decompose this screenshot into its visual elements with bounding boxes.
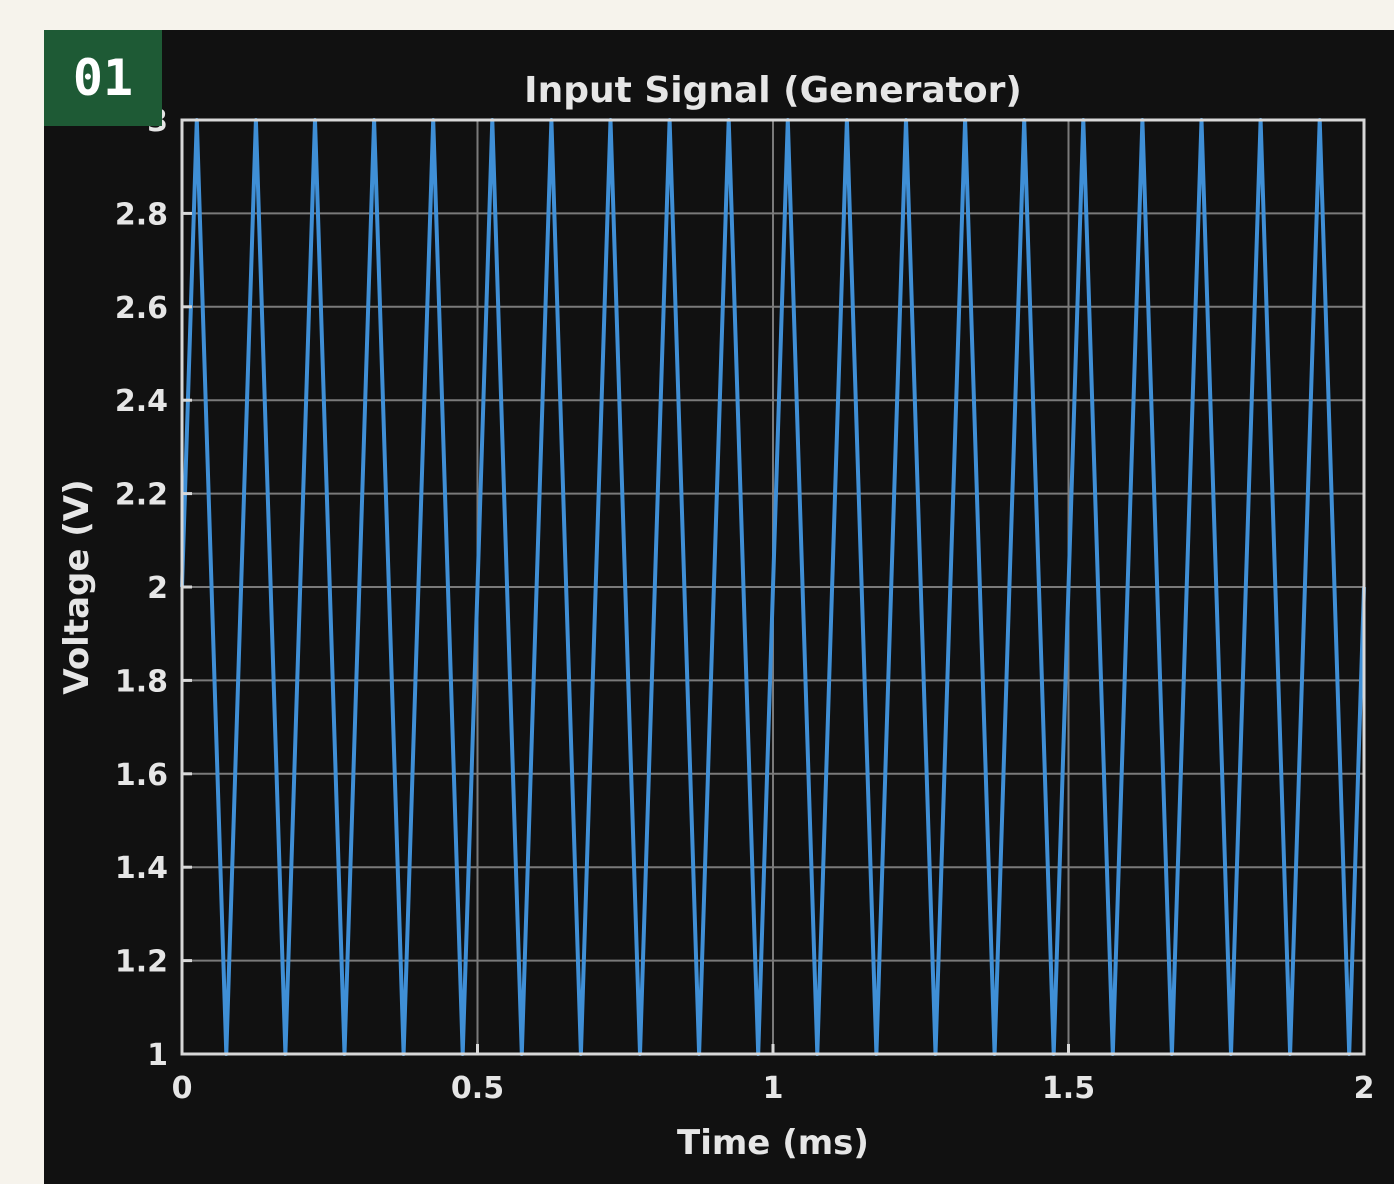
x-tick-label: 0 bbox=[172, 1071, 193, 1106]
x-tick-label: 1.5 bbox=[1042, 1071, 1095, 1106]
y-tick-label: 1.6 bbox=[115, 758, 168, 793]
series-layer bbox=[180, 118, 1366, 1056]
y-axis-title: Voltage (V) bbox=[57, 479, 97, 694]
x-tick-labels: 0 0.5 1 1.5 2 bbox=[172, 1044, 1375, 1106]
y-tick-label: 1 bbox=[147, 1038, 168, 1073]
y-tick-label: 2.6 bbox=[115, 291, 168, 326]
line-chart: 11.21.41.61.822.22.42.62.83 00.511.52 In… bbox=[57, 70, 1375, 1163]
plot-figure: 11.21.41.61.822.22.42.62.83 00.511.52 In… bbox=[44, 30, 1394, 1184]
y-tick-label: 1.8 bbox=[115, 664, 168, 699]
x-axis-title: Time (ms) bbox=[677, 1123, 869, 1163]
y-tick-label: 2.8 bbox=[115, 197, 168, 232]
chart-title: Input Signal (Generator) bbox=[524, 70, 1022, 111]
y-tick-label: 2.4 bbox=[115, 384, 168, 419]
y-tick-label: 1.4 bbox=[115, 851, 168, 886]
y-tick-label: 2 bbox=[147, 571, 168, 606]
figure-number-badge: 01 bbox=[44, 30, 162, 126]
x-tick-label: 0.5 bbox=[451, 1071, 504, 1106]
y-tick-labels: 11.21.41.61.822.22.42.62.83 bbox=[115, 104, 192, 1073]
y-tick-label: 1.2 bbox=[115, 945, 168, 980]
y-tick-label: 2.2 bbox=[115, 478, 168, 513]
x-tick-label: 2 bbox=[1354, 1071, 1375, 1106]
x-tick-label: 1 bbox=[763, 1071, 784, 1106]
series-line bbox=[180, 118, 1366, 1056]
